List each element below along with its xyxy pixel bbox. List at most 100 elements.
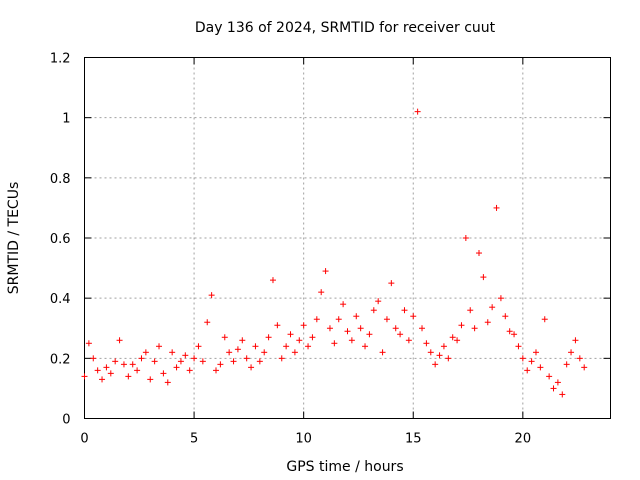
data-point (375, 298, 382, 305)
data-point (274, 322, 281, 329)
data-point (348, 337, 355, 344)
data-point (427, 349, 434, 356)
data-point (572, 337, 579, 344)
data-point (147, 376, 154, 383)
data-point (541, 316, 548, 323)
data-point (493, 204, 500, 211)
data-point (326, 325, 333, 332)
data-point (335, 316, 342, 323)
data-point (401, 307, 408, 314)
data-point (568, 349, 575, 356)
data-point (129, 361, 136, 368)
x-tick-label: 10 (295, 432, 312, 447)
data-point (576, 355, 583, 362)
data-point (300, 322, 307, 329)
data-point (125, 373, 132, 380)
data-point (519, 355, 526, 362)
data-point (344, 328, 351, 335)
data-point (511, 331, 518, 338)
y-tick-label: 0.4 (50, 292, 71, 307)
data-point (296, 337, 303, 344)
data-point (515, 343, 522, 350)
data-point (550, 385, 557, 392)
data-point (195, 343, 202, 350)
axis-ticks: 0 0.2 0.4 0.6 0.8 1 1.2 0 5 10 15 20 (50, 52, 611, 447)
data-point (489, 304, 496, 311)
data-point (261, 349, 268, 356)
data-point (156, 343, 163, 350)
data-point (164, 379, 171, 386)
data-point (226, 349, 233, 356)
data-point (440, 343, 447, 350)
data-point (283, 343, 290, 350)
data-point (112, 358, 119, 365)
data-point (436, 352, 443, 359)
x-axis-title: GPS time / hours (286, 459, 403, 475)
data-point (138, 355, 145, 362)
y-tick-label: 1.2 (50, 52, 71, 67)
data-point (476, 250, 482, 257)
y-tick-label: 0.2 (50, 352, 71, 367)
data-point (462, 235, 469, 241)
data-point (177, 358, 184, 365)
data-point (305, 343, 312, 350)
data-point (318, 289, 325, 296)
data-point (243, 355, 250, 362)
data-point (383, 316, 390, 323)
data-point (252, 343, 259, 350)
data-point (230, 358, 237, 365)
data-point (480, 274, 487, 281)
y-axis-title: SRMTID / TECUs (6, 182, 22, 295)
data-point (322, 268, 329, 275)
chart-title: Day 136 of 2024, SRMTID for receiver cuu… (195, 20, 496, 36)
data-point (362, 343, 369, 350)
data-point (287, 331, 294, 338)
data-point (559, 391, 566, 398)
data-point (186, 367, 193, 374)
data-point (103, 364, 110, 371)
data-point (471, 325, 478, 332)
data-point (353, 313, 360, 320)
data-point (265, 334, 272, 341)
data-point (397, 331, 404, 338)
data-point (581, 364, 588, 371)
data-point (208, 292, 215, 299)
y-tick-label: 0.6 (50, 232, 71, 247)
data-point (313, 316, 320, 323)
data-point (204, 319, 211, 326)
data-point (199, 358, 206, 365)
data-point (506, 328, 513, 335)
data-point (563, 361, 570, 368)
data-point (419, 325, 426, 332)
plot-frame (84, 57, 611, 419)
data-point (414, 108, 421, 115)
data-point (454, 337, 461, 344)
data-point (467, 307, 474, 314)
data-point (532, 349, 539, 356)
data-point (423, 340, 430, 347)
data-point (120, 361, 127, 368)
data-point (432, 361, 439, 368)
data-point (309, 334, 316, 341)
data-point (217, 361, 224, 368)
data-point (99, 376, 106, 383)
x-tick-label: 20 (515, 432, 532, 447)
data-point (366, 331, 373, 338)
x-tick-label: 0 (80, 432, 88, 447)
grid-lines (84, 57, 611, 419)
data-point (502, 313, 509, 320)
data-point (90, 355, 97, 362)
data-point (379, 349, 386, 356)
data-point (116, 337, 123, 344)
data-point (331, 340, 338, 347)
data-point (142, 349, 149, 356)
data-point (524, 367, 531, 374)
x-tick-label: 15 (405, 432, 422, 447)
data-point (388, 280, 395, 287)
data-point (151, 358, 158, 365)
data-point (81, 373, 88, 380)
data-point (94, 367, 101, 374)
data-point (191, 355, 198, 362)
data-point (269, 277, 276, 284)
